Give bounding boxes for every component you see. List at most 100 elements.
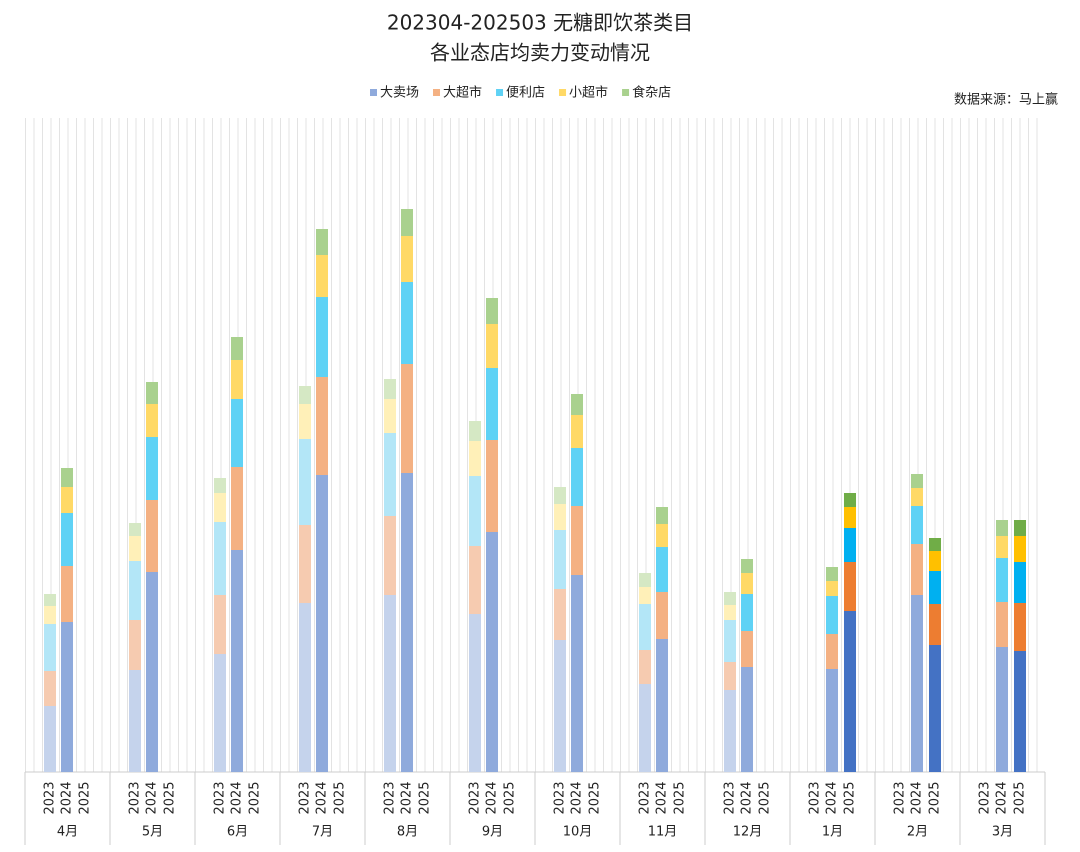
bar-segment — [996, 520, 1008, 536]
year-label: 2023 — [383, 781, 398, 814]
bar-segment — [401, 209, 413, 236]
bar-segment — [911, 474, 923, 488]
year-label: 2025 — [843, 781, 858, 814]
bar-segment — [316, 229, 328, 255]
bar-segment — [401, 236, 413, 282]
year-label: 2025 — [758, 781, 773, 814]
bar-segment — [44, 706, 56, 772]
bar-segment — [44, 606, 56, 624]
legend-label: 大卖场 — [380, 86, 419, 101]
legend-label: 便利店 — [506, 86, 545, 101]
year-label: 2024 — [655, 781, 670, 814]
year-label: 2024 — [740, 781, 755, 814]
bar-segment — [996, 647, 1008, 772]
legend-label: 小超市 — [569, 85, 608, 101]
bar-segment — [129, 536, 141, 561]
x-tick-label: 11月 — [648, 825, 678, 840]
bar-segment — [401, 473, 413, 772]
bar-segment — [146, 572, 158, 772]
bar-segment — [741, 559, 753, 573]
year-label: 2025 — [418, 781, 433, 814]
legend-swatch — [496, 89, 504, 96]
bar-segment — [929, 604, 941, 645]
year-label: 2024 — [910, 781, 925, 814]
year-label: 2023 — [723, 781, 738, 814]
bar-segment — [741, 631, 753, 667]
bar-segment — [996, 602, 1008, 647]
bar-segment — [486, 298, 498, 324]
bar-segment — [554, 487, 566, 504]
bar-segment — [44, 594, 56, 606]
bar-segment — [231, 337, 243, 360]
bar-segment — [129, 523, 141, 536]
source: 数据来源：马上赢 — [954, 92, 1058, 108]
bar-segment — [844, 493, 856, 507]
bar-segment — [231, 550, 243, 772]
bar-segment — [639, 684, 651, 772]
x-tick-label: 6月 — [227, 825, 248, 840]
bar-segment — [214, 493, 226, 522]
bar-segment — [639, 604, 651, 650]
bar-segment — [656, 592, 668, 639]
bar-segment — [826, 567, 838, 581]
bar-segment — [469, 421, 481, 441]
legend-swatch — [433, 89, 441, 96]
bar-segment — [844, 611, 856, 772]
bar-segment — [1014, 562, 1026, 603]
x-tick-label: 12月 — [733, 825, 763, 840]
year-label: 2025 — [333, 781, 348, 814]
bar-segment — [299, 525, 311, 603]
bar-segment — [639, 587, 651, 604]
bar-segment — [299, 404, 311, 439]
bar-segment — [996, 558, 1008, 602]
bar-segment — [656, 639, 668, 772]
bar-segment — [554, 504, 566, 530]
year-label: 2023 — [468, 781, 483, 814]
bar-segment — [571, 506, 583, 575]
bar-segment — [214, 595, 226, 654]
year-label: 2024 — [230, 781, 245, 814]
year-label: 2023 — [553, 781, 568, 814]
year-label: 2024 — [825, 781, 840, 814]
bar-segment — [469, 546, 481, 614]
x-tick-label: 3月 — [992, 825, 1013, 840]
bar-segment — [826, 634, 838, 669]
bar-segment — [44, 624, 56, 671]
bar-segment — [911, 488, 923, 506]
bar-segment — [1014, 520, 1026, 536]
bar-segment — [826, 581, 838, 596]
bar-segment — [741, 667, 753, 772]
bar-segment — [1014, 536, 1026, 562]
bar-segment — [61, 468, 73, 487]
year-label: 2023 — [638, 781, 653, 814]
year-label: 2025 — [163, 781, 178, 814]
bar-segment — [996, 536, 1008, 558]
year-label: 2023 — [128, 781, 143, 814]
bar-segment — [384, 379, 396, 399]
bar-segment — [129, 561, 141, 620]
bar-segment — [231, 467, 243, 550]
year-label: 2025 — [673, 781, 688, 814]
bar-segment — [1014, 651, 1026, 772]
bar-segment — [844, 562, 856, 611]
year-label: 2023 — [893, 781, 908, 814]
bar-segment — [316, 475, 328, 772]
bar-segment — [724, 662, 736, 690]
year-label: 2023 — [808, 781, 823, 814]
bar-segment — [1014, 603, 1026, 651]
bar-segment — [741, 573, 753, 594]
x-tick-label: 2月 — [907, 825, 928, 840]
bar-segment — [724, 620, 736, 662]
bar-segment — [129, 670, 141, 772]
bar-segment — [214, 654, 226, 772]
bar-segment — [929, 551, 941, 571]
bar-segment — [486, 440, 498, 532]
bar-segment — [146, 437, 158, 500]
background-grid — [25, 118, 1045, 772]
bar-segment — [741, 594, 753, 631]
x-tick-label: 1月 — [822, 825, 843, 840]
bar-segment — [146, 404, 158, 437]
bar-segment — [146, 382, 158, 404]
legend-label: 食杂店 — [632, 85, 671, 101]
year-label: 2025 — [1013, 781, 1028, 814]
